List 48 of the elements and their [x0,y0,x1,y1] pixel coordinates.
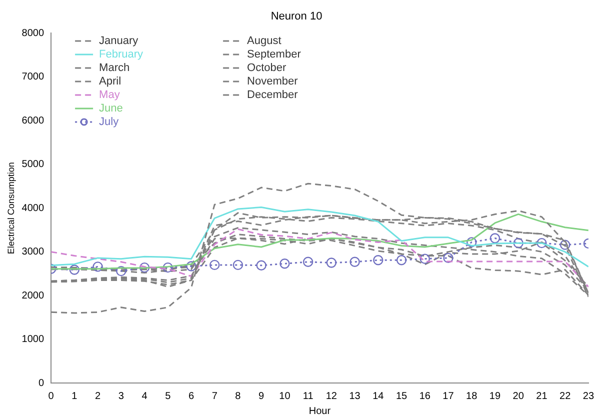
x-tick-label: 20 [512,390,524,402]
x-tick-label: 12 [326,390,338,402]
x-tick-label: 15 [396,390,408,402]
y-tick-label: 3000 [22,246,44,258]
y-tick-label: 5000 [22,159,44,170]
x-tick-label: 11 [302,390,314,402]
x-tick-label: 5 [165,390,172,402]
legend-label: March [99,62,130,74]
legend-label: July [99,116,120,128]
y-axis-title: Electrical Consumption [6,162,16,254]
legend-label: February [99,48,144,60]
x-tick-label: 2 [94,390,101,402]
x-tick-label: 6 [188,390,194,402]
x-tick-label: 10 [279,390,291,402]
x-tick-label: 4 [142,390,148,402]
x-tick-label: 18 [466,390,478,402]
x-tick-label: 7 [212,390,218,402]
x-tick-label: 9 [258,390,265,402]
legend-label: May [99,88,120,101]
x-tick-label: 16 [419,390,431,402]
legend-label: January [99,34,139,47]
legend-label: April [99,75,122,88]
y-tick-label: 6000 [22,115,44,126]
x-tick-label: 21 [536,390,548,402]
x-tick-label: 14 [372,390,384,402]
legend-label: August [247,34,282,47]
x-tick-label: 3 [118,390,124,402]
legend-label: June [99,102,123,114]
legend-label: November [247,75,298,88]
x-tick-label: 13 [349,390,361,402]
y-tick-label: 1000 [22,334,44,346]
x-tick-label: 0 [48,390,54,402]
y-tick-label: 7000 [22,72,44,83]
x-tick-label: 19 [489,390,501,402]
x-axis-title: Hour [308,406,332,417]
y-tick-label: 8000 [22,28,44,39]
legend-label: September [247,48,302,60]
x-tick-label: 8 [235,390,242,402]
y-tick-label: 4000 [22,202,44,214]
legend-label: December [247,88,298,101]
legend-label: October [247,62,287,74]
x-tick-label: 23 [582,390,594,402]
y-tick-label: 2000 [22,290,44,302]
x-tick-label: 1 [72,390,78,402]
x-tick-label: 17 [442,390,454,402]
chart-title: Neuron 10 [270,10,322,23]
x-tick-label: 22 [560,390,572,402]
y-tick-label: 0 [38,378,44,389]
